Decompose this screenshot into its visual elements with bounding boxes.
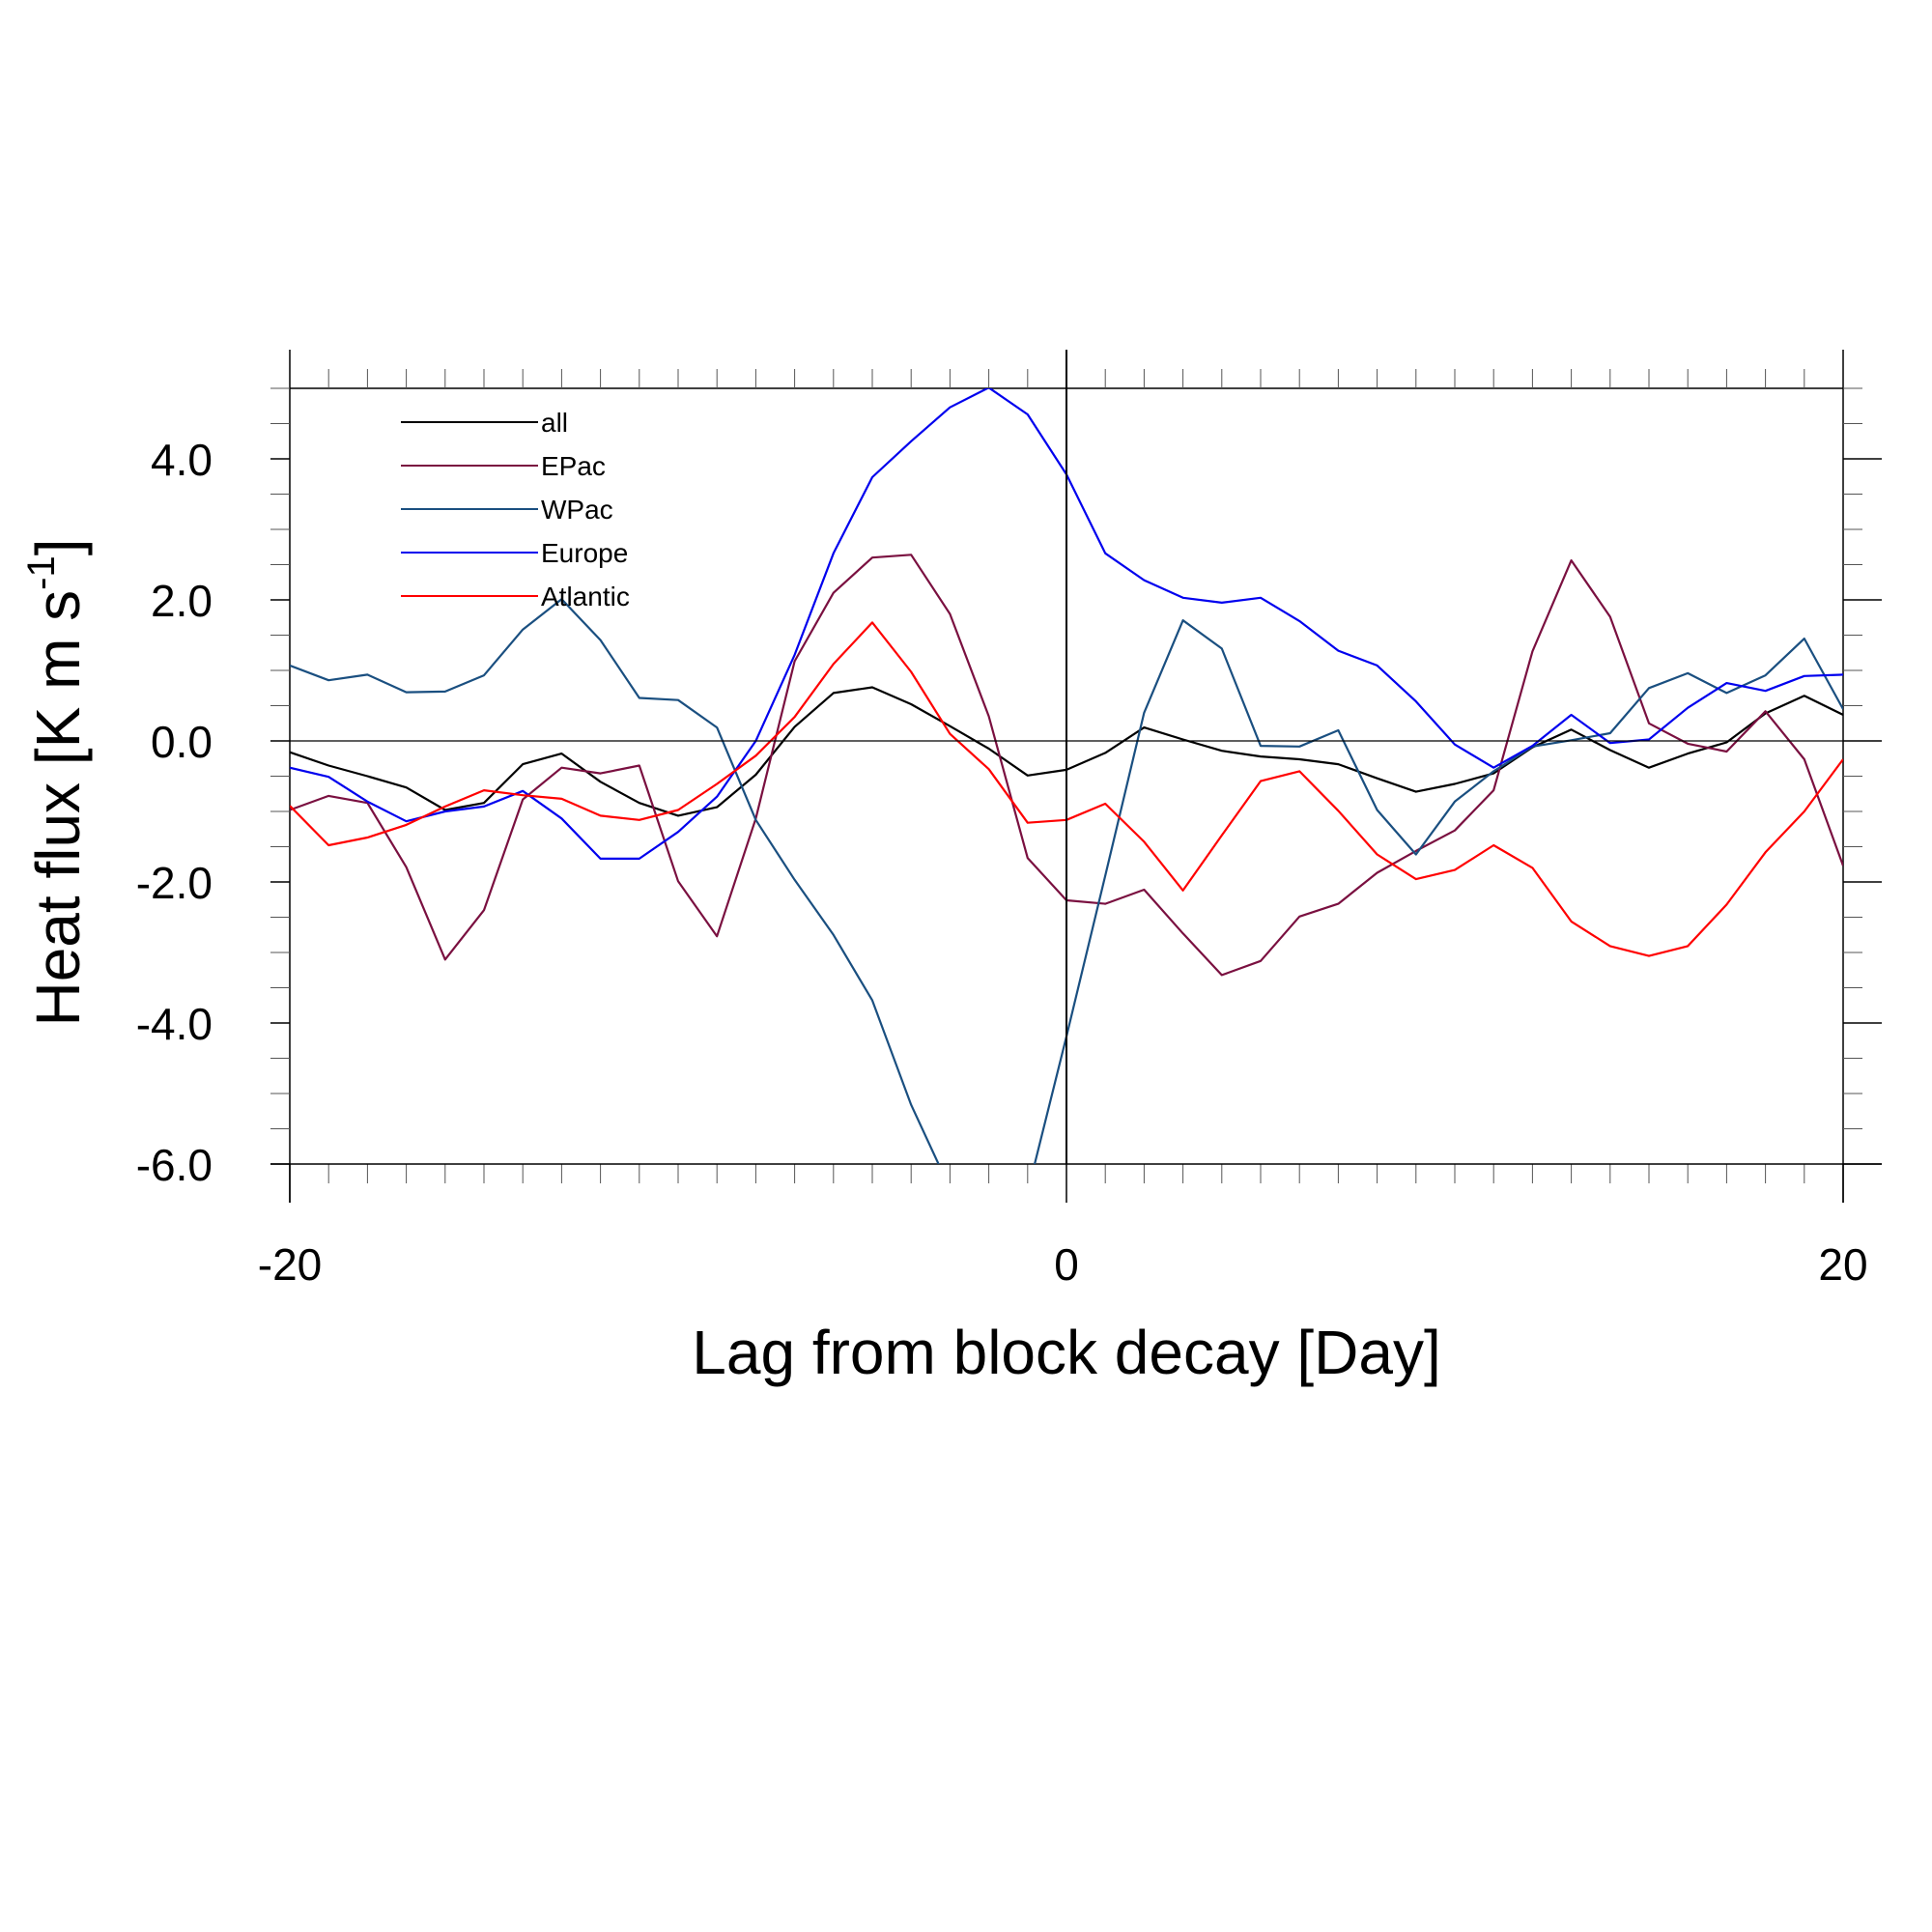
y-tick-label: 0.0 — [151, 717, 213, 767]
x-axis-title: Lag from block decay [Day] — [692, 1318, 1440, 1387]
legend-label-atlantic: Atlantic — [541, 582, 630, 611]
legend-label-wpac: WPac — [541, 495, 613, 525]
x-tick-label: -20 — [258, 1239, 322, 1290]
y-axis-title-main: Heat flux [K m s — [23, 590, 93, 1027]
y-axis-title-end: ] — [23, 538, 93, 555]
legend-label-epac: EPac — [541, 451, 606, 481]
x-tick-label: 0 — [1054, 1239, 1079, 1290]
y-axis-title-superscript: -1 — [20, 555, 63, 590]
axis-ticks — [270, 350, 1882, 1203]
legend-label-all: all — [541, 408, 568, 438]
legend: all EPac WPac Europe Atlantic — [401, 408, 630, 611]
tick-labels: -20 0 20 -6.0 -4.0 -2.0 0.0 2.0 4.0 — [136, 435, 1868, 1290]
y-tick-label: -4.0 — [136, 999, 213, 1049]
y-axis-title: Heat flux [K m s-1] — [20, 538, 93, 1026]
y-tick-label: -6.0 — [136, 1140, 213, 1190]
y-tick-label: 2.0 — [151, 576, 213, 626]
x-tick-label: 20 — [1818, 1239, 1867, 1290]
legend-label-europe: Europe — [541, 538, 628, 568]
y-tick-label: 4.0 — [151, 435, 213, 485]
y-tick-label: -2.0 — [136, 858, 213, 908]
reference-lines — [290, 350, 1843, 1164]
